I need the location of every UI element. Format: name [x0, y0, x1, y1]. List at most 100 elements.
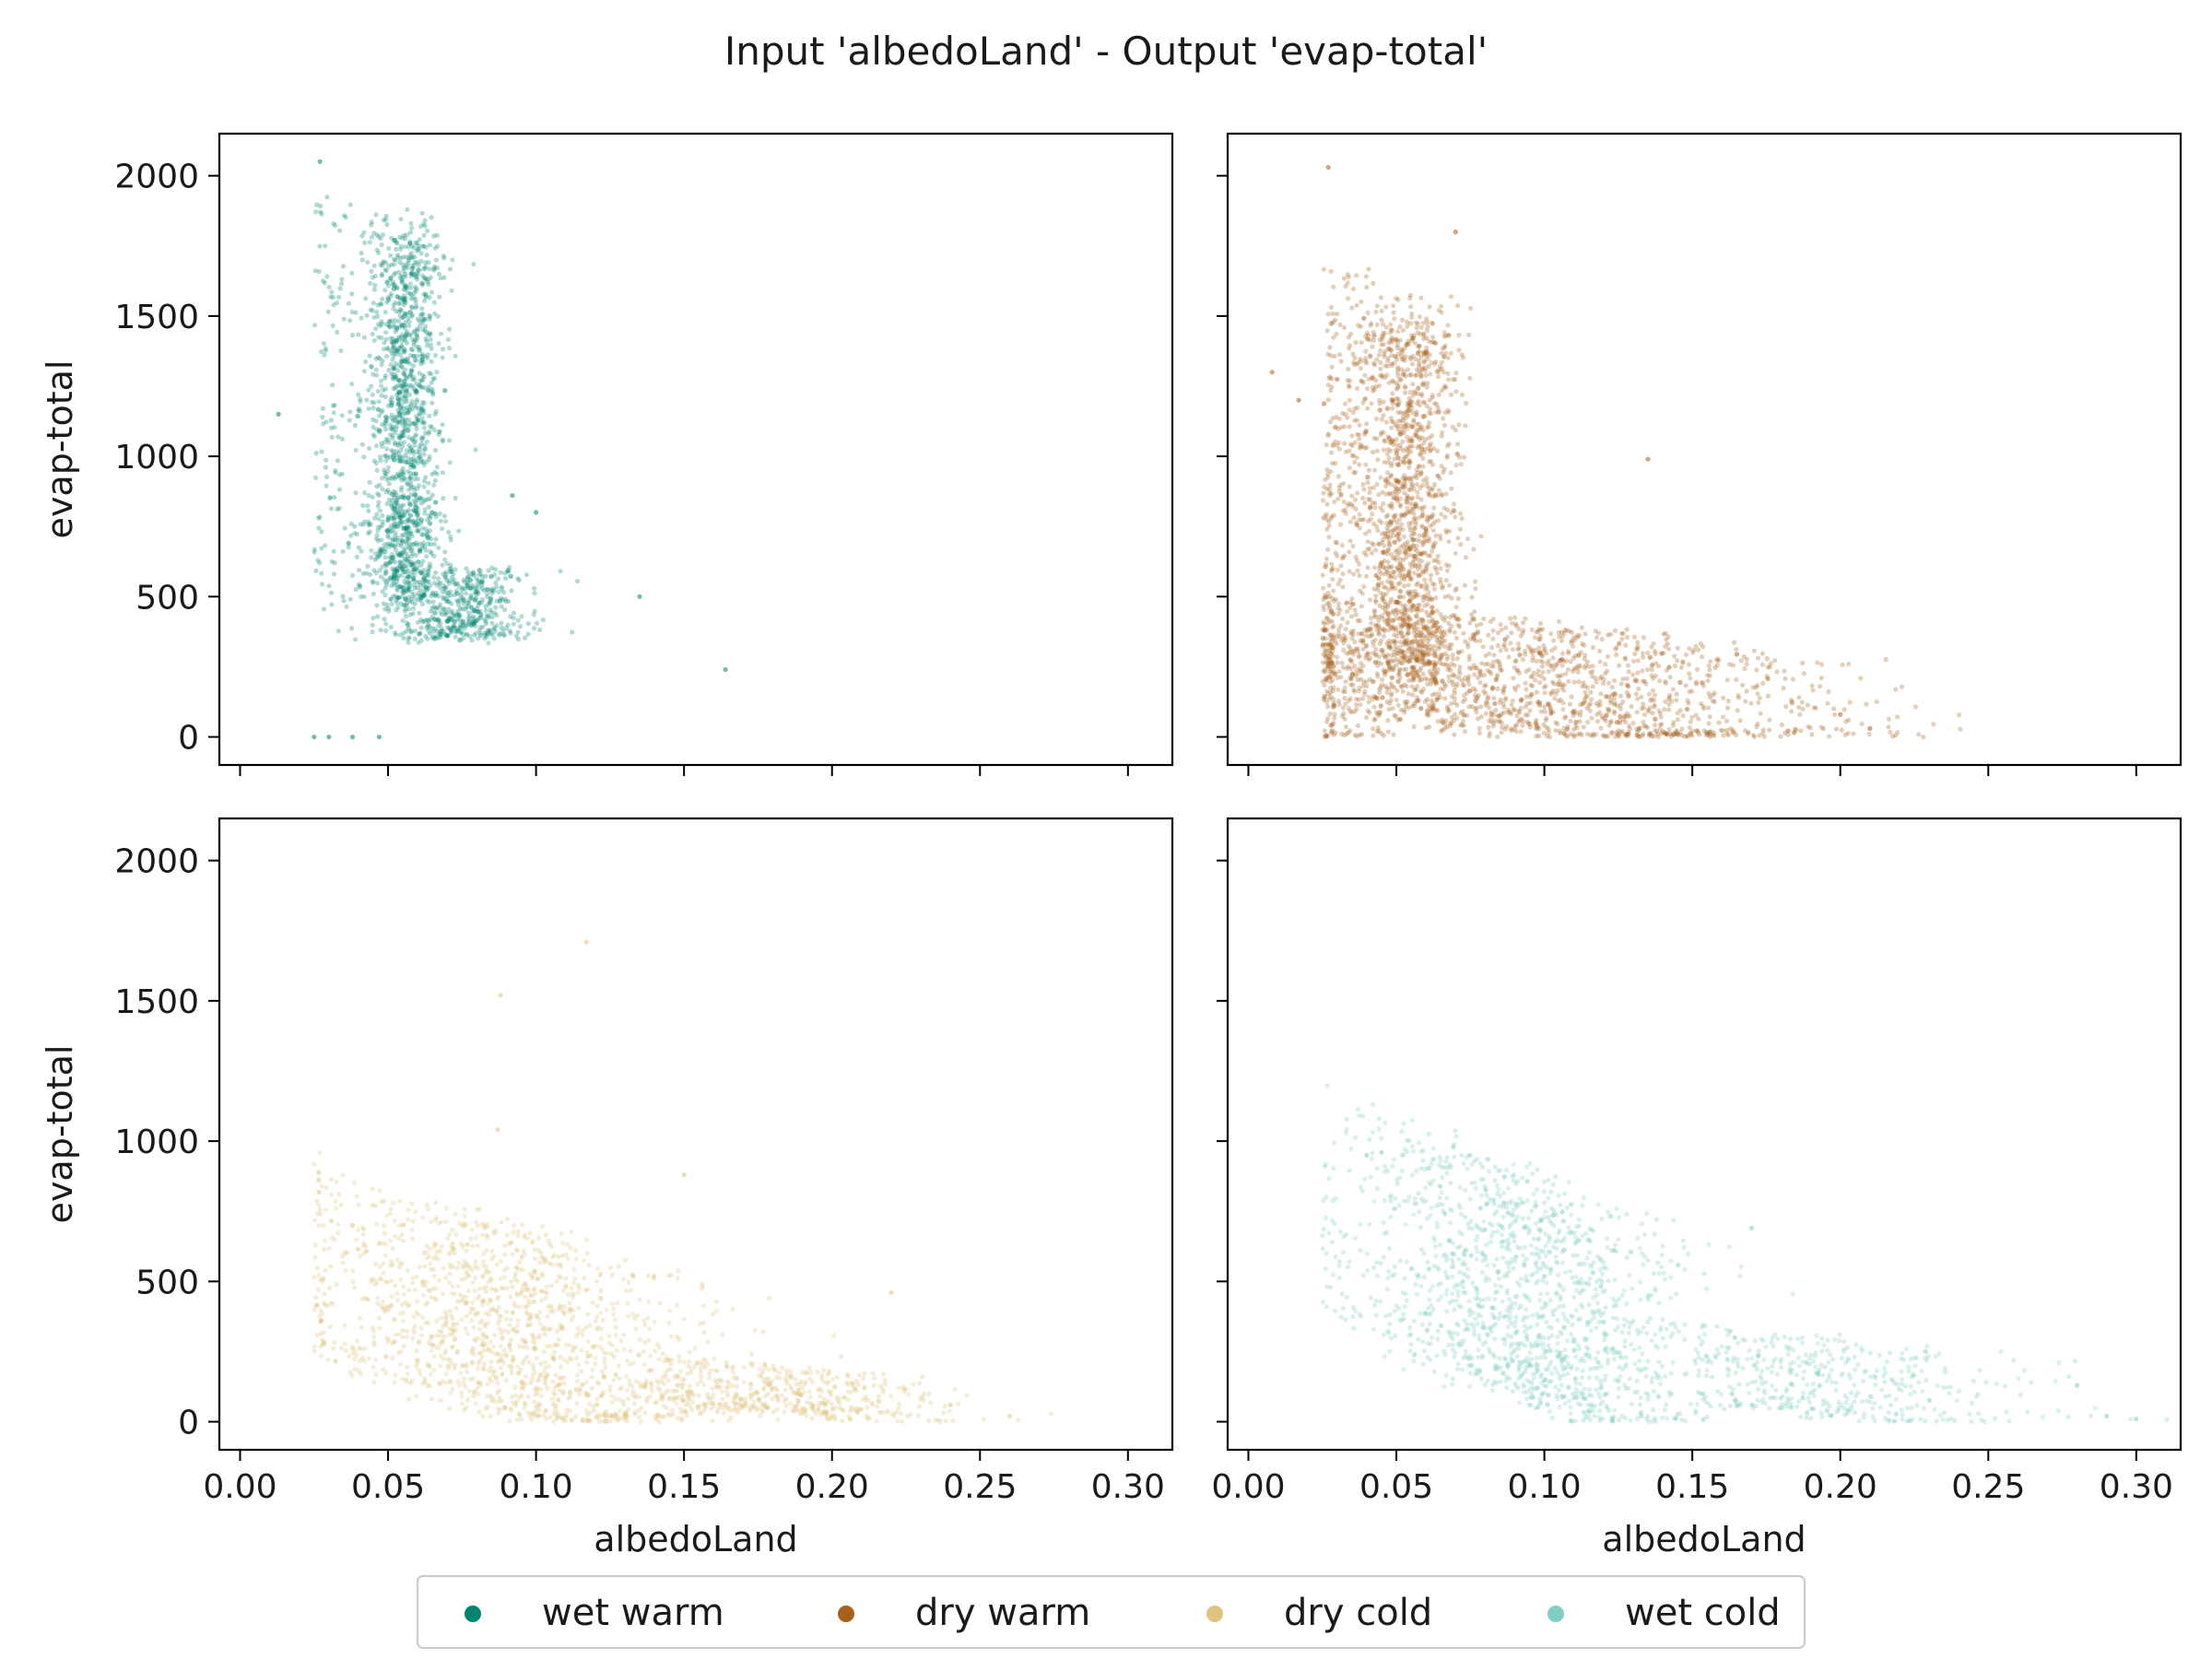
scatter-point: [399, 335, 405, 340]
scatter-point: [1399, 430, 1405, 436]
scatter-point: [385, 514, 391, 520]
scatter-point: [432, 469, 438, 475]
scatter-point: [416, 511, 421, 517]
scatter-point: [1641, 731, 1646, 737]
scatter-point: [1394, 357, 1400, 362]
scatter-point: [396, 378, 402, 383]
scatter-point: [414, 353, 419, 359]
scatter-point: [464, 591, 469, 596]
scatter-point: [499, 625, 505, 630]
scatter-point: [380, 407, 385, 413]
scatter-point: [409, 266, 415, 272]
scatter-point: [392, 543, 397, 548]
scatter-point: [1386, 346, 1392, 352]
scatter-point: [384, 602, 390, 607]
scatter-point: [1420, 657, 1427, 663]
scatter-point: [1457, 665, 1463, 670]
scatter-point: [383, 336, 389, 342]
scatter-point: [1716, 720, 1722, 725]
scatter-point: [419, 601, 426, 607]
scatter-point: [316, 525, 322, 531]
scatter-point: [419, 378, 425, 383]
scatter-point: [1782, 668, 1787, 674]
scatter-point: [347, 596, 353, 602]
scatter-point: [432, 311, 438, 316]
scatter-point: [419, 419, 425, 425]
scatter-point: [1415, 669, 1420, 675]
scatter-point: [1536, 650, 1542, 655]
scatter-point: [1418, 497, 1424, 502]
scatter-point: [369, 364, 374, 370]
scatter-point: [1426, 712, 1431, 718]
scatter-point: [1428, 371, 1433, 377]
scatter-point: [1387, 700, 1393, 706]
scatter-point: [1376, 575, 1382, 581]
scatter-point: [1662, 707, 1667, 712]
scatter-point: [1456, 333, 1462, 338]
scatter-point: [1684, 734, 1689, 739]
scatter-point: [1434, 619, 1440, 626]
scatter-point: [1851, 731, 1856, 736]
scatter-point: [1451, 501, 1456, 507]
scatter-point: [1444, 663, 1450, 668]
scatter-point: [1388, 521, 1394, 527]
scatter-point: [1394, 647, 1399, 653]
scatter-point: [1847, 700, 1853, 705]
scatter-point: [382, 549, 388, 555]
scatter-point: [426, 332, 431, 337]
scatter-point: [414, 423, 419, 429]
scatter-point: [1371, 704, 1377, 710]
scatter-point: [396, 382, 402, 388]
scatter-point: [1659, 722, 1665, 727]
scatter-point: [1320, 636, 1325, 641]
scatter-point: [425, 355, 430, 360]
scatter-point: [1395, 552, 1401, 558]
scatter-point: [1486, 705, 1492, 711]
scatter-point: [333, 470, 338, 476]
scatter-point: [1352, 648, 1358, 653]
scatter-point: [525, 631, 531, 637]
scatter-point: [1540, 627, 1546, 632]
scatter-point: [1416, 606, 1421, 612]
scatter-point: [1395, 395, 1401, 402]
scatter-point: [374, 581, 380, 586]
scatter-point: [1392, 649, 1397, 655]
scatter-point: [370, 494, 375, 500]
scatter-point: [395, 254, 401, 260]
scatter-point: [402, 244, 407, 250]
scatter-point: [398, 584, 404, 590]
scatter-point: [419, 384, 425, 391]
scatter-point: [1396, 531, 1402, 536]
scatter-point: [1446, 674, 1452, 679]
scatter-point: [1341, 276, 1347, 281]
scatter-point: [1362, 372, 1368, 378]
scatter-point: [1324, 676, 1329, 681]
scatter-point: [1322, 682, 1327, 688]
scatter-point: [1397, 432, 1403, 438]
scatter-point: [1384, 535, 1391, 541]
scatter-point: [1384, 470, 1390, 476]
scatter-point: [317, 243, 323, 249]
scatter-point: [400, 566, 406, 571]
scatter-point: [1677, 679, 1683, 685]
scatter-point: [1674, 728, 1679, 734]
scatter-point: [473, 595, 479, 601]
scatter-point: [1460, 682, 1465, 688]
scatter-point: [1370, 344, 1375, 349]
scatter-point: [1517, 653, 1523, 658]
scatter-point: [1381, 616, 1386, 621]
scatter-point: [1410, 506, 1417, 512]
scatter-point: [400, 538, 406, 544]
scatter-point: [1449, 392, 1454, 397]
scatter-point: [412, 465, 418, 470]
scatter-point: [1406, 598, 1412, 604]
scatter-point: [391, 306, 396, 312]
scatter-point: [438, 276, 443, 281]
scatter-point: [453, 612, 459, 618]
scatter-point: [1535, 699, 1541, 704]
scatter-point: [1331, 598, 1337, 604]
scatter-point: [1535, 672, 1540, 677]
scatter-point: [391, 594, 396, 599]
scatter-point: [424, 338, 429, 344]
scatter-point: [1491, 712, 1497, 718]
